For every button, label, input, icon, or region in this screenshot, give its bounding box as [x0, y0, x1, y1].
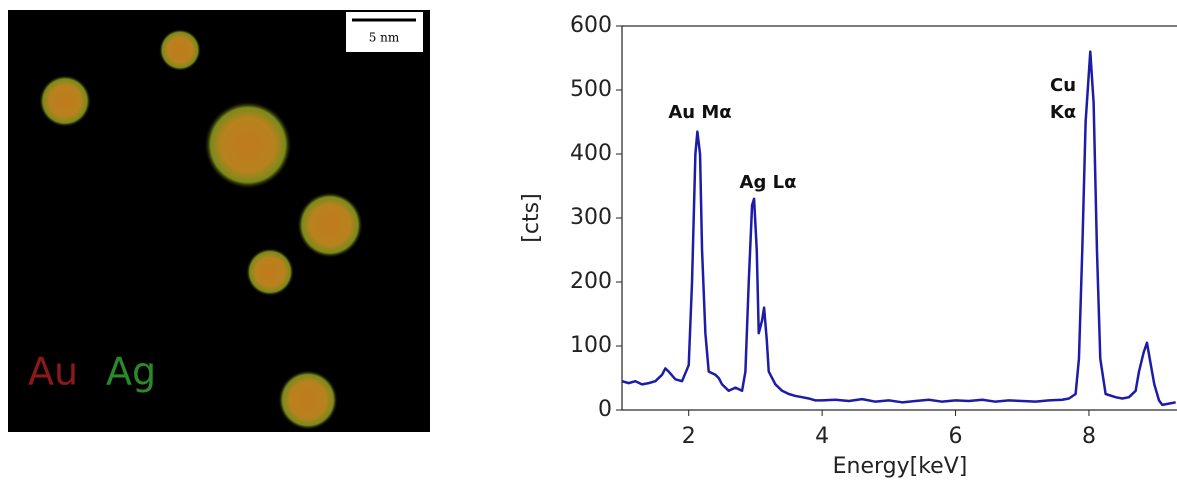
- y-tick-label: 300: [570, 205, 612, 230]
- peak-annotation: Au Mα: [668, 102, 731, 123]
- nanoparticle: [204, 101, 292, 189]
- nanoparticle: [246, 248, 294, 296]
- y-tick-label: 500: [570, 77, 612, 102]
- element-label-ag: Ag: [106, 350, 156, 394]
- y-tick-label: 100: [570, 333, 612, 358]
- nanoparticle: [159, 29, 201, 71]
- x-tick-label: 8: [1082, 424, 1096, 449]
- peak-annotation: Ag Lα: [740, 172, 797, 193]
- y-tick-label: 600: [570, 13, 612, 38]
- scale-bar-label: 5 nm: [369, 31, 400, 45]
- plot-frame: [621, 25, 1177, 411]
- nanoparticle: [297, 192, 363, 258]
- element-label-au: Au: [28, 350, 78, 394]
- x-tick-label: 4: [815, 424, 829, 449]
- x-tick-label: 6: [949, 424, 963, 449]
- x-tick-label: 2: [682, 424, 696, 449]
- nanoparticle: [39, 75, 91, 127]
- spectrum-chart: Energy[keV] [cts] 0 100 200 300 400 500 600 2 4 6…: [519, 13, 1177, 479]
- spectrum-line: [622, 50, 1176, 407]
- peak-annotation: Cu: [1050, 75, 1076, 96]
- peak-annotation: Kα: [1050, 102, 1076, 123]
- y-axis-label: [cts]: [519, 193, 544, 242]
- y-tick-label: 200: [570, 269, 612, 294]
- x-axis-label: Energy[keV]: [833, 454, 968, 479]
- nanoparticle: [278, 370, 338, 430]
- y-tick-label: 0: [598, 397, 612, 422]
- y-tick-label: 400: [570, 141, 612, 166]
- eds-map: 5 nm Au Ag: [8, 10, 430, 432]
